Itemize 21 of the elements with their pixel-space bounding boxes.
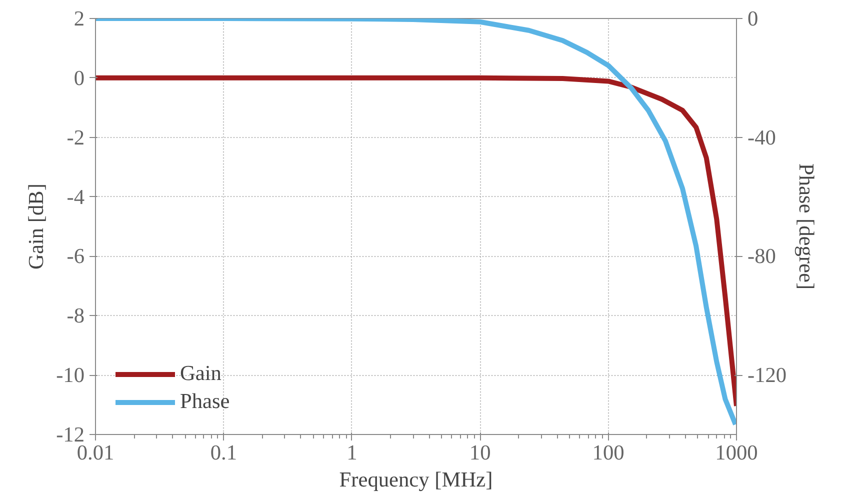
x-tick-label: 100 [592, 440, 624, 464]
y2-axis-title: Phase [degree] [794, 163, 819, 290]
x-tick-label: 0.1 [210, 440, 238, 464]
y-tick-label: -8 [66, 304, 85, 328]
x-axis-title: Frequency [MHz] [339, 468, 493, 492]
y2-tick-label: -80 [748, 244, 776, 268]
legend-label: Phase [180, 389, 230, 414]
y-axis-title: Gain [dB] [24, 184, 48, 270]
y-tick-label: 2 [74, 6, 85, 30]
x-tick-label: 1 [346, 440, 358, 464]
y-tick-label: -4 [66, 184, 85, 209]
y-tick-label: -10 [56, 363, 85, 388]
y2-tick-label: 0 [748, 6, 758, 30]
y2-tick-label: -40 [748, 125, 776, 150]
legend-label: Gain [180, 361, 222, 386]
x-tick-label: 1000 [715, 440, 758, 464]
y2-tick-label: -120 [748, 363, 787, 388]
x-tick-label: 10 [469, 440, 491, 464]
y-tick-label: 0 [74, 66, 85, 90]
y-tick-label: -2 [66, 125, 85, 150]
y-tick-label: -6 [66, 244, 85, 268]
